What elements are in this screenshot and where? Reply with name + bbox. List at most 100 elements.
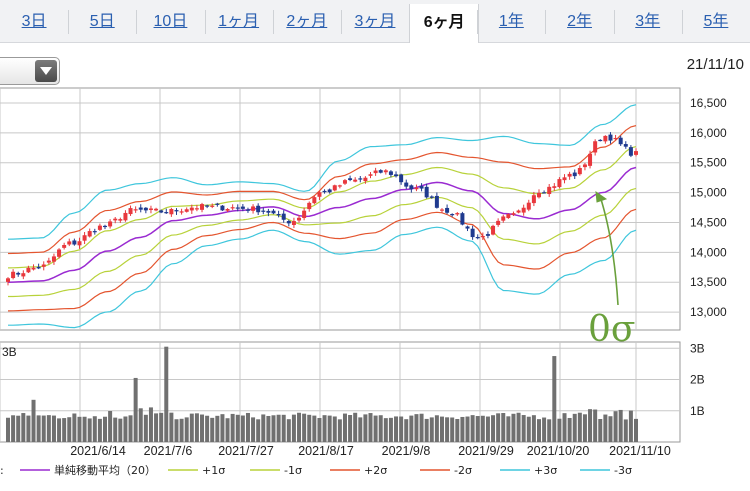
price-tick-label: 16,000: [690, 126, 727, 140]
volume-bar: [378, 415, 383, 442]
volume-bar: [276, 414, 281, 442]
volume-bar: [445, 417, 450, 442]
legend-label: -2σ: [454, 464, 472, 477]
period-tab-1[interactable]: 5日: [89, 13, 115, 30]
candle-up: [337, 185, 342, 187]
plus-1-sigma-line: [7, 146, 637, 269]
candle-up: [332, 185, 337, 191]
legend-label: -3σ: [614, 464, 632, 477]
volume-bar: [148, 407, 153, 442]
legend-label: -1σ: [284, 464, 302, 477]
candle-up: [577, 168, 582, 175]
candle-up: [480, 236, 485, 238]
candle-up: [536, 192, 541, 198]
volume-bar: [72, 413, 77, 442]
candle-down: [460, 213, 465, 225]
volume-bar: [593, 409, 598, 442]
candle-down: [358, 178, 363, 180]
candle-down: [542, 192, 547, 194]
volume-bar: [455, 418, 460, 442]
date-tick-label: 2021/6/14: [70, 444, 126, 458]
candle-up: [51, 256, 56, 262]
volume-bar: [470, 415, 475, 442]
volume-bar: [266, 415, 271, 442]
period-tab-4[interactable]: 2ヶ月: [286, 13, 328, 30]
volume-bar: [133, 377, 138, 442]
candle-up: [11, 271, 16, 279]
volume-bar: [526, 416, 531, 442]
candle-up: [342, 180, 347, 184]
period-tab-2[interactable]: 10日: [153, 13, 188, 30]
candle-up: [363, 177, 368, 182]
volume-bar: [184, 417, 189, 442]
chart-type-dropdown[interactable]: [0, 57, 60, 85]
date-tick-label: 2021/11/10: [609, 444, 671, 458]
volume-bar: [6, 417, 10, 442]
volume-bar: [51, 415, 56, 442]
volume-bar: [603, 414, 608, 442]
volume-bar: [424, 418, 429, 442]
candle-down: [281, 213, 286, 220]
volume-bar: [16, 415, 21, 442]
volume-bar: [536, 419, 541, 442]
period-tab-0[interactable]: 3日: [21, 13, 47, 30]
candle-up: [613, 137, 618, 140]
volume-bar: [332, 416, 337, 442]
candle-down: [16, 272, 21, 275]
candle-up: [41, 264, 46, 267]
period-tab-6[interactable]: 6ヶ月: [409, 4, 480, 43]
volume-bar: [46, 415, 51, 442]
candle-up: [383, 170, 388, 173]
period-tab-9[interactable]: 3年: [635, 13, 661, 30]
candle-up: [26, 267, 31, 273]
candle-up: [353, 179, 358, 182]
volume-bar: [291, 414, 296, 442]
volume-bar: [562, 413, 567, 442]
tab-divider: [409, 10, 411, 34]
volume-bar: [189, 413, 194, 442]
volume-bar: [542, 417, 547, 442]
period-tab-8[interactable]: 2年: [567, 13, 592, 30]
candle-up: [297, 217, 302, 221]
volume-top-label: 3B: [2, 345, 17, 359]
candle-up: [210, 205, 215, 207]
period-tab-7[interactable]: 1年: [498, 13, 524, 30]
candle-up: [562, 177, 567, 181]
volume-bar: [159, 412, 164, 442]
volume-bar: [598, 419, 603, 442]
volume-bar: [577, 412, 582, 442]
period-tab-10[interactable]: 5年: [703, 13, 729, 30]
candle-up: [373, 170, 378, 174]
volume-bar: [62, 418, 67, 442]
candle-down: [276, 214, 281, 216]
legend-label: +1σ: [202, 464, 225, 477]
candle-up: [97, 225, 102, 230]
candle-down: [235, 207, 240, 209]
minus-3-sigma-line: [8, 226, 637, 329]
volume-bar: [439, 416, 444, 442]
period-tab-bar: 3日 5日 10日 1ヶ月 2ヶ月 3ヶ月 6ヶ月 1年 2年 3年 5年: [0, 0, 750, 43]
volume-bar: [87, 418, 92, 442]
volume-bar: [261, 414, 266, 442]
candle-up: [516, 210, 521, 213]
chevron-down-icon[interactable]: [35, 60, 57, 82]
tab-divider: [340, 10, 342, 34]
volume-bar: [511, 413, 516, 442]
candle-down: [409, 185, 414, 190]
period-tab-5[interactable]: 3ヶ月: [354, 13, 396, 30]
volume-tick-label: 1B: [690, 404, 705, 418]
volume-bar: [491, 415, 496, 442]
volume-bar: [297, 412, 302, 442]
candle-down: [572, 172, 577, 177]
tab-divider: [477, 10, 479, 34]
volume-bar: [388, 417, 393, 442]
candle-down: [271, 210, 276, 214]
tab-divider: [136, 10, 138, 34]
tab-divider: [272, 10, 274, 34]
volume-bar: [567, 417, 572, 442]
period-tab-3[interactable]: 1ヶ月: [218, 13, 260, 30]
volume-bar: [516, 412, 521, 442]
candle-up: [169, 209, 174, 215]
volume-bar: [399, 416, 404, 442]
